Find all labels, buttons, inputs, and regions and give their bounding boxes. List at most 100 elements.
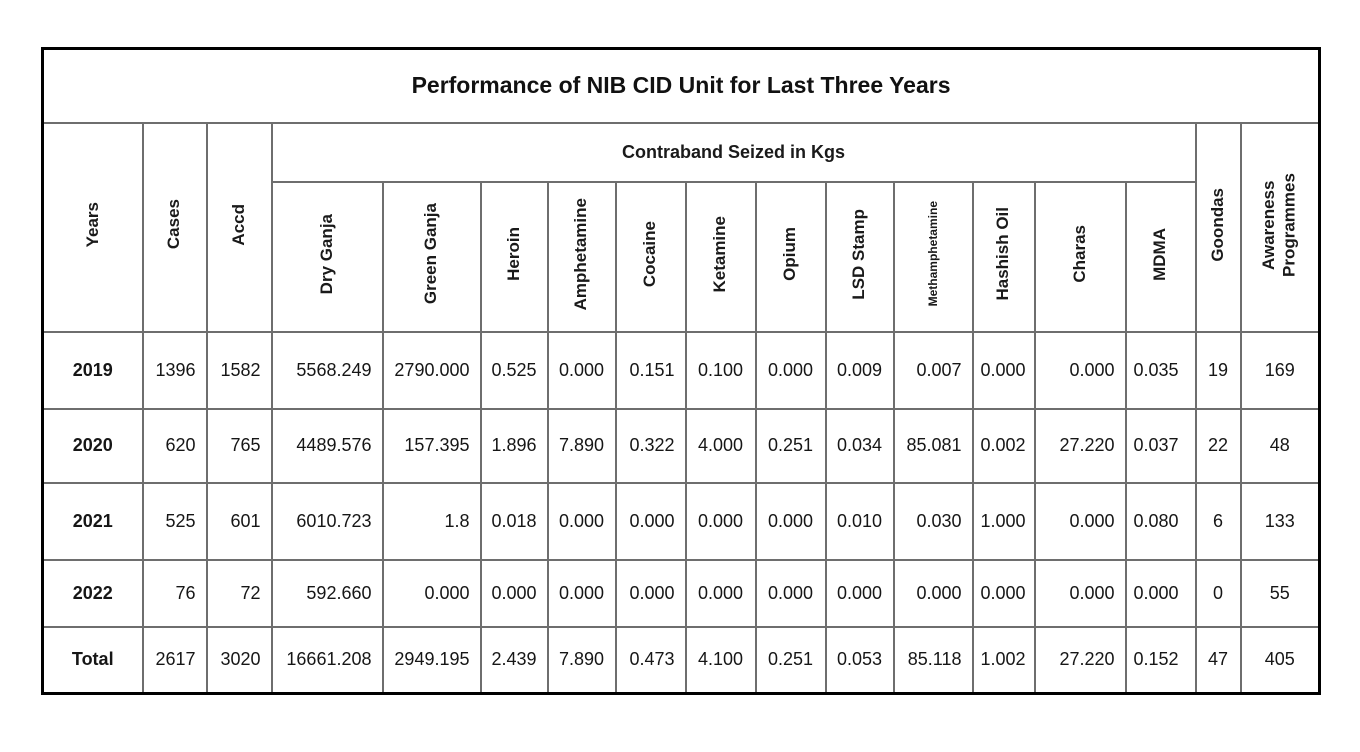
- cell-lsd-stamp: 0.010: [824, 481, 895, 561]
- cell-cases: 2617: [141, 625, 208, 695]
- col-header-heroin: Heroin: [479, 180, 549, 333]
- cell-green-ganja: 2949.195: [381, 625, 482, 695]
- cell-amphetamine: 0.000: [546, 330, 617, 410]
- col-header-methamphetamine: Methamphetamine: [892, 180, 974, 333]
- performance-table-container: Performance of NIB CID Unit for Last Thr…: [41, 47, 1322, 695]
- cell-accd: 72: [205, 558, 273, 628]
- col-header-ketamine-label: Ketamine: [710, 215, 730, 293]
- cell-hashish-oil: 0.000: [971, 330, 1036, 410]
- cell-goondas: 19: [1194, 330, 1242, 410]
- col-header-years-label: Years: [82, 201, 102, 248]
- cell-dry-ganja: 6010.723: [270, 481, 384, 561]
- cell-mdma: 0.035: [1124, 330, 1197, 410]
- col-header-heroin-label: Heroin: [503, 227, 523, 281]
- cell-years: Total: [41, 625, 144, 695]
- cell-opium: 0.000: [754, 481, 827, 561]
- cell-awareness-programmes: 169: [1239, 330, 1321, 410]
- cell-ketamine: 4.000: [684, 407, 757, 484]
- cell-years: 2021: [41, 481, 144, 561]
- cell-methamphetamine: 0.000: [892, 558, 974, 628]
- cell-years: 2019: [41, 330, 144, 410]
- cell-ketamine: 0.000: [684, 481, 757, 561]
- cell-mdma: 0.037: [1124, 407, 1197, 484]
- cell-awareness-programmes: 55: [1239, 558, 1321, 628]
- col-header-green-ganja-label: Green Ganja: [421, 203, 441, 305]
- cell-methamphetamine: 85.118: [892, 625, 974, 695]
- cell-awareness-programmes: 48: [1239, 407, 1321, 484]
- cell-goondas: 47: [1194, 625, 1242, 695]
- cell-hashish-oil: 1.000: [971, 481, 1036, 561]
- cell-mdma: 0.080: [1124, 481, 1197, 561]
- col-header-cases: Cases: [141, 121, 208, 333]
- col-header-goondas-label: Goondas: [1207, 187, 1227, 262]
- col-header-amphetamine-label: Amphetamine: [571, 197, 591, 311]
- cell-charas: 0.000: [1033, 481, 1127, 561]
- cell-years: 2020: [41, 407, 144, 484]
- cell-goondas: 22: [1194, 407, 1242, 484]
- cell-heroin: 0.525: [479, 330, 549, 410]
- col-header-mdma: MDMA: [1124, 180, 1197, 333]
- cell-ketamine: 0.000: [684, 558, 757, 628]
- cell-ketamine: 0.100: [684, 330, 757, 410]
- cell-cases: 76: [141, 558, 208, 628]
- cell-cases: 1396: [141, 330, 208, 410]
- cell-opium: 0.000: [754, 330, 827, 410]
- col-header-charas-label: Charas: [1069, 225, 1089, 283]
- cell-green-ganja: 1.8: [381, 481, 482, 561]
- cell-heroin: 0.000: [479, 558, 549, 628]
- col-header-years: Years: [41, 121, 144, 333]
- cell-lsd-stamp: 0.034: [824, 407, 895, 484]
- cell-heroin: 0.018: [479, 481, 549, 561]
- col-header-charas: Charas: [1033, 180, 1127, 333]
- performance-table: Performance of NIB CID Unit for Last Thr…: [41, 47, 1322, 695]
- col-header-opium-label: Opium: [780, 227, 800, 281]
- cell-charas: 0.000: [1033, 558, 1127, 628]
- cell-mdma: 0.000: [1124, 558, 1197, 628]
- col-header-mdma-label: MDMA: [1150, 227, 1170, 281]
- cell-dry-ganja: 4489.576: [270, 407, 384, 484]
- header-row-top: Years Cases Accd Contraband Seized in Kg…: [41, 121, 1321, 333]
- cell-accd: 1582: [205, 330, 273, 410]
- col-header-cases-label: Cases: [164, 199, 184, 250]
- cell-awareness-programmes: 405: [1239, 625, 1321, 695]
- cell-charas: 27.220: [1033, 407, 1127, 484]
- cell-charas: 0.000: [1033, 330, 1127, 410]
- col-header-dry-ganja: Dry Ganja: [270, 180, 384, 333]
- cell-ketamine: 4.100: [684, 625, 757, 695]
- cell-lsd-stamp: 0.000: [824, 558, 895, 628]
- col-header-hashish-oil-label: Hashish Oil: [993, 207, 1013, 301]
- col-header-goondas: Goondas: [1194, 121, 1242, 333]
- col-header-awareness-programmes-label: Awareness Programmes: [1259, 172, 1299, 277]
- col-header-hashish-oil: Hashish Oil: [971, 180, 1036, 333]
- col-header-methamphetamine-label: Methamphetamine: [925, 201, 940, 307]
- cell-awareness-programmes: 133: [1239, 481, 1321, 561]
- cell-dry-ganja: 5568.249: [270, 330, 384, 410]
- cell-dry-ganja: 16661.208: [270, 625, 384, 695]
- col-header-dry-ganja-label: Dry Ganja: [316, 213, 336, 295]
- cell-amphetamine: 0.000: [546, 481, 617, 561]
- cell-cocaine: 0.473: [614, 625, 687, 695]
- cell-opium: 0.251: [754, 407, 827, 484]
- cell-accd: 3020: [205, 625, 273, 695]
- cell-hashish-oil: 1.002: [971, 625, 1036, 695]
- table-row-2021: 2021 525 601 6010.723 1.8 0.018 0.000 0.000 0.00…: [41, 481, 1321, 561]
- col-header-cocaine: Cocaine: [614, 180, 687, 333]
- cell-amphetamine: 7.890: [546, 407, 617, 484]
- cell-dry-ganja: 592.660: [270, 558, 384, 628]
- cell-opium: 0.000: [754, 558, 827, 628]
- cell-cases: 620: [141, 407, 208, 484]
- col-header-lsd-stamp-label: LSD Stamp: [849, 208, 869, 300]
- cell-methamphetamine: 0.030: [892, 481, 974, 561]
- cell-mdma: 0.152: [1124, 625, 1197, 695]
- cell-accd: 601: [205, 481, 273, 561]
- table-title: Performance of NIB CID Unit for Last Thr…: [41, 47, 1321, 124]
- col-group-contraband-seized: Contraband Seized in Kgs: [270, 121, 1197, 183]
- title-row: Performance of NIB CID Unit for Last Thr…: [41, 47, 1321, 124]
- col-header-accd: Accd: [205, 121, 273, 333]
- cell-goondas: 0: [1194, 558, 1242, 628]
- cell-opium: 0.251: [754, 625, 827, 695]
- cell-heroin: 1.896: [479, 407, 549, 484]
- cell-lsd-stamp: 0.009: [824, 330, 895, 410]
- table-body: 2019 1396 1582 5568.249 2790.000 0.525 0.000 0.…: [41, 330, 1321, 695]
- cell-cocaine: 0.322: [614, 407, 687, 484]
